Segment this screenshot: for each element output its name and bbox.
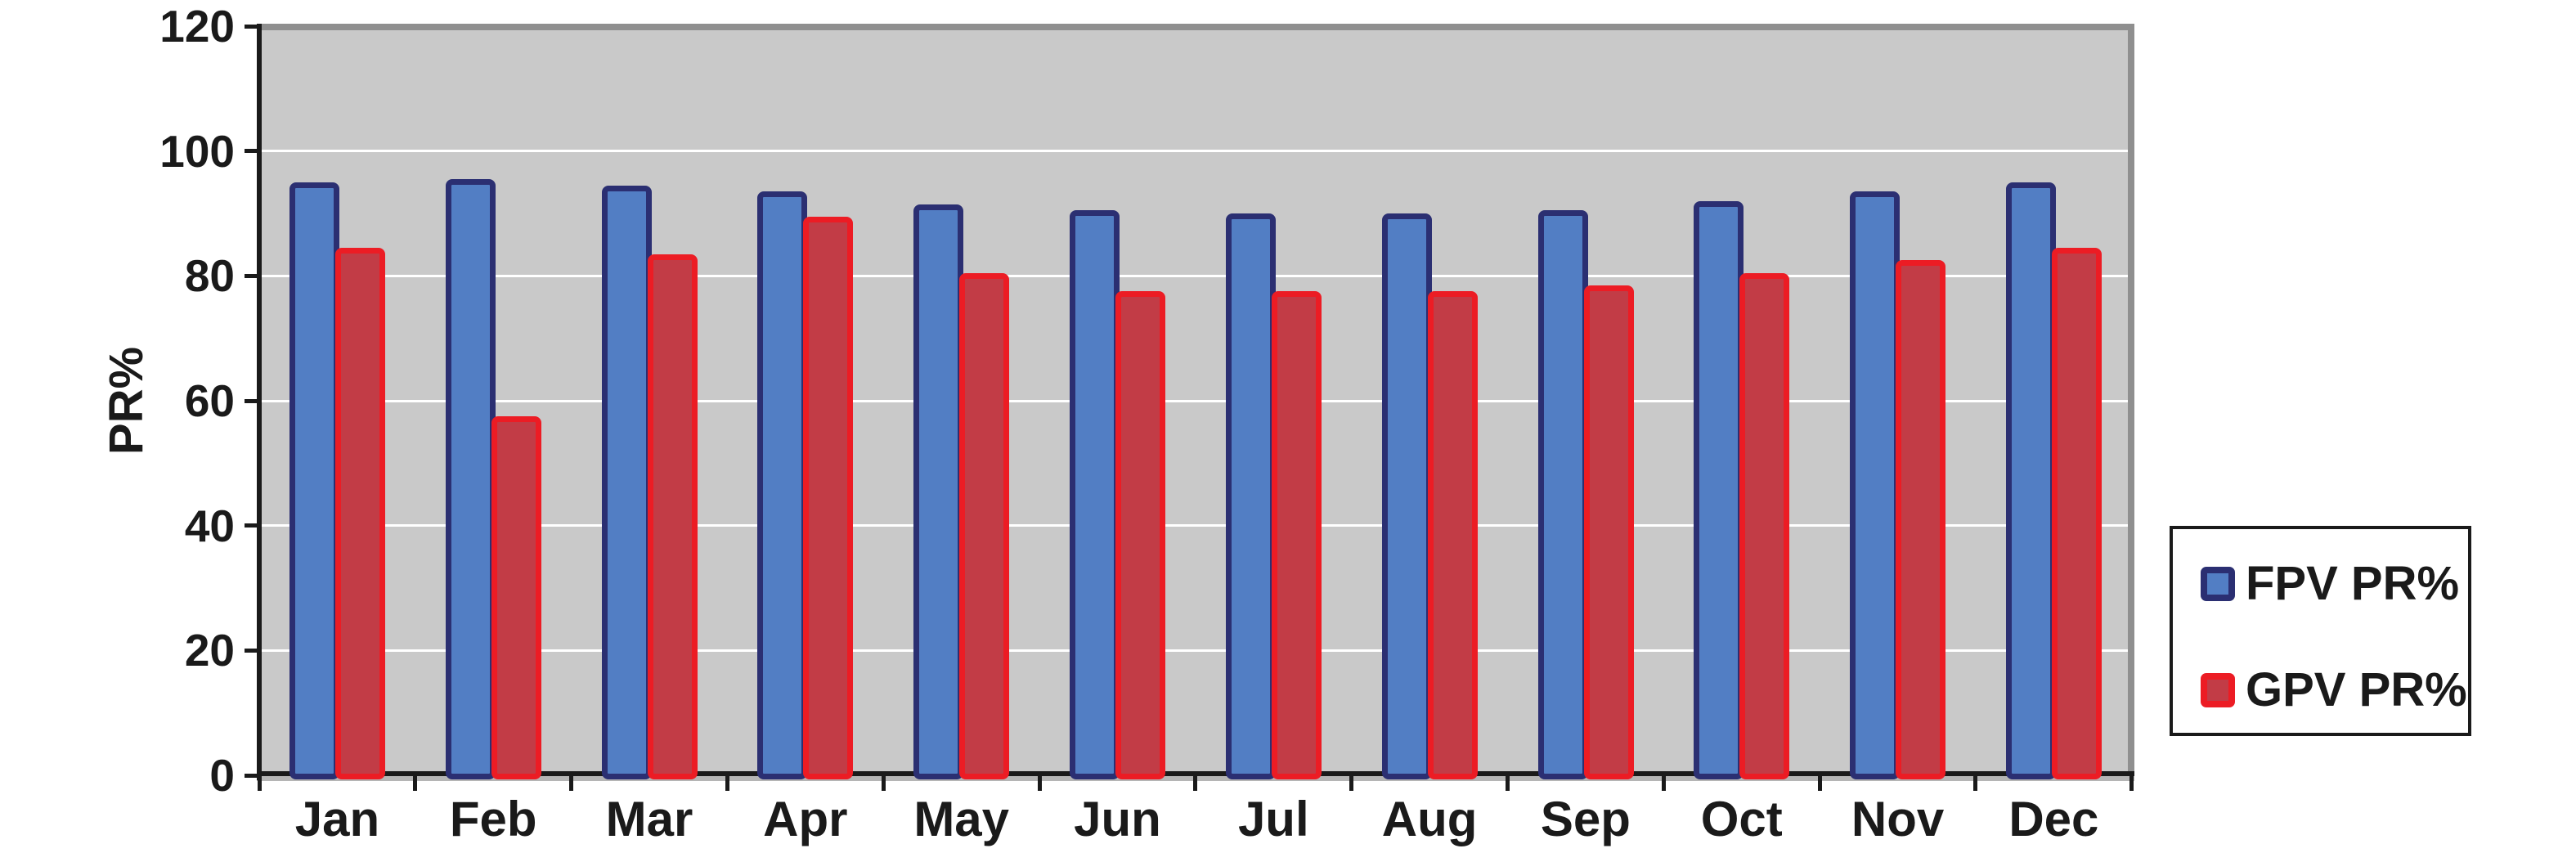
y-tick-label-40: 40 [184,500,235,551]
bar-gpv-sep [1583,285,1634,779]
x-tick-11 [1973,774,1978,791]
bar-gpv-nov [1896,260,1946,779]
bar-fpv-may [913,204,964,779]
x-tick-10 [1817,774,1822,791]
x-axis-label-feb: Feb [449,792,537,846]
gpv-series-swatch-icon [2201,673,2235,707]
bar-fpv-jun [1070,210,1120,779]
y-tick-60 [245,398,262,403]
bar-fpv-mar [601,185,652,779]
legend-label-fpv: FPV PR% [2246,557,2460,610]
gridline-40 [262,524,2128,528]
bar-fpv-sep [1537,210,1588,779]
y-tick-label-80: 80 [184,250,235,302]
x-axis-label-apr: Apr [763,792,848,846]
bar-fpv-oct [1694,200,1744,779]
x-tick-7 [1349,774,1354,791]
x-tick-4 [881,774,886,791]
bar-gpv-may [959,272,1010,779]
bar-gpv-aug [1427,291,1478,779]
gridline-60 [262,399,2128,402]
legend: FPV PR% GPV PR% [2170,526,2471,736]
plot-frame-top [259,24,2134,30]
gridline-20 [262,649,2128,652]
y-tick-label-20: 20 [184,625,235,676]
bar-fpv-feb [445,179,496,779]
y-axis-title: PR% [100,346,153,456]
gridline-100 [262,150,2128,153]
x-tick-2 [569,774,574,791]
y-tick-label-120: 120 [159,1,235,52]
x-tick-6 [1193,774,1198,791]
bar-gpv-feb [491,416,541,779]
x-tick-12 [2129,774,2134,791]
fpv-series-swatch-icon [2201,567,2235,601]
bar-gpv-oct [1739,272,1790,779]
y-tick-label-100: 100 [159,125,235,177]
x-axis-label-jun: Jun [1074,792,1161,846]
y-tick-120 [245,24,262,29]
x-axis-label-dec: Dec [2008,792,2099,846]
x-tick-8 [1506,774,1510,791]
x-axis-label-mar: Mar [605,792,693,846]
plot-frame-right [2128,24,2134,778]
y-tick-label-0: 0 [209,750,235,801]
bar-fpv-nov [1850,191,1901,779]
bar-fpv-jul [1225,213,1276,779]
gridline-80 [262,274,2128,277]
y-tick-40 [245,523,262,528]
y-tick-label-60: 60 [184,375,235,426]
bar-gpv-jan [335,247,385,779]
x-tick-5 [1037,774,1042,791]
bar-gpv-apr [803,216,854,779]
x-tick-1 [413,774,418,791]
bar-gpv-jul [1271,291,1322,779]
y-tick-100 [245,149,262,154]
bar-fpv-dec [2005,182,2056,779]
x-axis-label-sep: Sep [1540,792,1631,846]
x-axis-label-nov: Nov [1851,792,1945,846]
x-tick-0 [257,774,262,791]
y-tick-20 [245,648,262,653]
x-tick-3 [725,774,729,791]
bar-gpv-dec [2051,247,2102,779]
bar-gpv-mar [647,254,698,779]
x-tick-9 [1661,774,1666,791]
bar-gpv-jun [1115,291,1166,779]
x-axis-label-jul: Jul [1237,792,1309,846]
y-tick-0 [245,773,262,778]
legend-label-gpv: GPV PR% [2246,663,2467,716]
y-tick-80 [245,273,262,278]
bar-fpv-apr [757,191,808,779]
bar-fpv-jan [289,182,339,779]
x-axis-label-oct: Oct [1700,792,1783,846]
x-axis-label-may: May [913,792,1010,846]
bar-fpv-aug [1381,213,1432,779]
x-axis-label-jan: Jan [294,792,380,846]
x-axis-label-aug: Aug [1381,792,1478,846]
